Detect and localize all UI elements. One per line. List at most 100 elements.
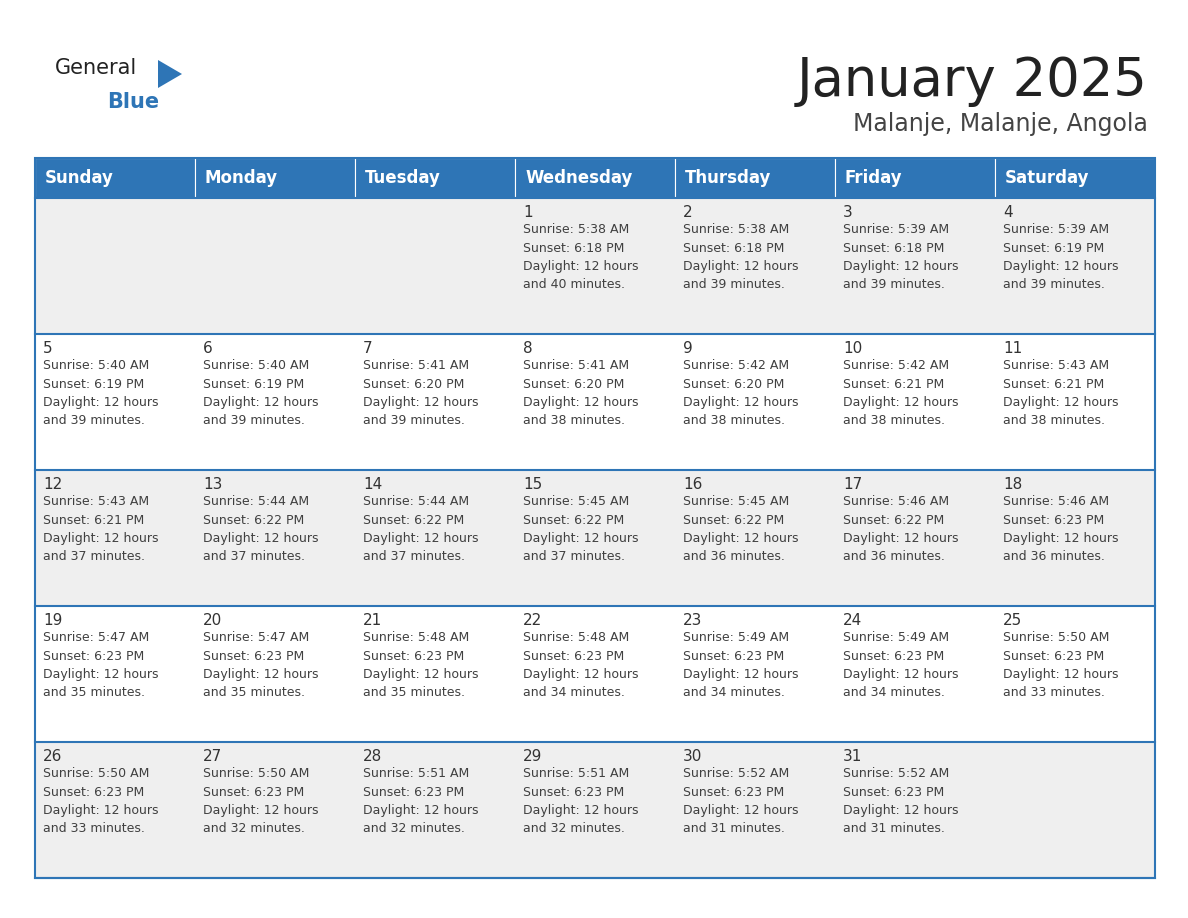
Text: Sunset: 6:22 PM: Sunset: 6:22 PM <box>364 513 465 527</box>
Text: and 38 minutes.: and 38 minutes. <box>843 415 944 428</box>
Text: Sunrise: 5:41 AM: Sunrise: 5:41 AM <box>523 359 630 372</box>
Text: Sunrise: 5:48 AM: Sunrise: 5:48 AM <box>523 631 630 644</box>
Text: Sunset: 6:23 PM: Sunset: 6:23 PM <box>203 786 304 799</box>
Text: Sunrise: 5:38 AM: Sunrise: 5:38 AM <box>523 223 630 236</box>
Text: Sunrise: 5:47 AM: Sunrise: 5:47 AM <box>43 631 150 644</box>
Text: Daylight: 12 hours: Daylight: 12 hours <box>843 532 959 545</box>
Text: Daylight: 12 hours: Daylight: 12 hours <box>523 668 638 681</box>
Text: 6: 6 <box>203 341 213 356</box>
Bar <box>835 158 996 198</box>
Bar <box>355 606 516 742</box>
Text: Daylight: 12 hours: Daylight: 12 hours <box>43 804 158 817</box>
Bar <box>516 742 675 878</box>
Bar <box>34 198 195 334</box>
Text: 5: 5 <box>43 341 52 356</box>
Text: Daylight: 12 hours: Daylight: 12 hours <box>683 396 798 409</box>
Text: and 33 minutes.: and 33 minutes. <box>1003 687 1105 700</box>
Text: 19: 19 <box>43 613 63 628</box>
Text: Sunrise: 5:51 AM: Sunrise: 5:51 AM <box>523 767 630 780</box>
Bar <box>675 742 835 878</box>
Bar <box>516 198 675 334</box>
Text: Sunrise: 5:43 AM: Sunrise: 5:43 AM <box>43 495 150 508</box>
Text: Sunrise: 5:45 AM: Sunrise: 5:45 AM <box>523 495 630 508</box>
Bar <box>675 158 835 198</box>
Text: Sunrise: 5:50 AM: Sunrise: 5:50 AM <box>203 767 309 780</box>
Text: Sunset: 6:23 PM: Sunset: 6:23 PM <box>203 650 304 663</box>
Text: and 39 minutes.: and 39 minutes. <box>683 278 785 292</box>
Text: and 38 minutes.: and 38 minutes. <box>1003 415 1105 428</box>
Bar <box>675 606 835 742</box>
Text: Sunset: 6:19 PM: Sunset: 6:19 PM <box>203 377 304 390</box>
Text: Daylight: 12 hours: Daylight: 12 hours <box>1003 668 1118 681</box>
Text: Daylight: 12 hours: Daylight: 12 hours <box>683 260 798 273</box>
Text: Sunset: 6:18 PM: Sunset: 6:18 PM <box>523 241 625 254</box>
Text: and 31 minutes.: and 31 minutes. <box>843 823 944 835</box>
Bar <box>34 158 195 198</box>
Text: Sunset: 6:21 PM: Sunset: 6:21 PM <box>843 377 944 390</box>
Text: Daylight: 12 hours: Daylight: 12 hours <box>683 532 798 545</box>
Text: and 34 minutes.: and 34 minutes. <box>843 687 944 700</box>
Text: 28: 28 <box>364 749 383 764</box>
Text: Daylight: 12 hours: Daylight: 12 hours <box>364 532 479 545</box>
Bar <box>195 334 355 470</box>
Text: Daylight: 12 hours: Daylight: 12 hours <box>843 668 959 681</box>
Text: 10: 10 <box>843 341 862 356</box>
Bar <box>675 470 835 606</box>
Text: 26: 26 <box>43 749 63 764</box>
Text: Sunrise: 5:52 AM: Sunrise: 5:52 AM <box>843 767 949 780</box>
Text: Sunrise: 5:46 AM: Sunrise: 5:46 AM <box>843 495 949 508</box>
Text: Sunset: 6:23 PM: Sunset: 6:23 PM <box>843 650 944 663</box>
Bar <box>195 198 355 334</box>
Text: Sunset: 6:23 PM: Sunset: 6:23 PM <box>683 650 784 663</box>
Text: and 35 minutes.: and 35 minutes. <box>364 687 465 700</box>
Text: Sunset: 6:22 PM: Sunset: 6:22 PM <box>843 513 944 527</box>
Text: Sunrise: 5:40 AM: Sunrise: 5:40 AM <box>203 359 309 372</box>
Bar <box>835 334 996 470</box>
Text: Daylight: 12 hours: Daylight: 12 hours <box>43 532 158 545</box>
Bar <box>34 470 195 606</box>
Text: Daylight: 12 hours: Daylight: 12 hours <box>1003 260 1118 273</box>
Text: Sunset: 6:23 PM: Sunset: 6:23 PM <box>43 650 144 663</box>
Text: Friday: Friday <box>845 169 903 187</box>
Bar <box>835 470 996 606</box>
Text: Sunset: 6:23 PM: Sunset: 6:23 PM <box>523 650 624 663</box>
Text: 24: 24 <box>843 613 862 628</box>
Text: Sunset: 6:20 PM: Sunset: 6:20 PM <box>523 377 625 390</box>
Text: Sunset: 6:19 PM: Sunset: 6:19 PM <box>1003 241 1105 254</box>
Text: and 39 minutes.: and 39 minutes. <box>43 415 145 428</box>
Text: and 39 minutes.: and 39 minutes. <box>203 415 305 428</box>
Text: Sunrise: 5:49 AM: Sunrise: 5:49 AM <box>843 631 949 644</box>
Text: 12: 12 <box>43 477 62 492</box>
Text: Sunrise: 5:38 AM: Sunrise: 5:38 AM <box>683 223 789 236</box>
Bar <box>34 606 195 742</box>
Bar <box>996 606 1155 742</box>
Text: Sunrise: 5:43 AM: Sunrise: 5:43 AM <box>1003 359 1110 372</box>
Text: Blue: Blue <box>107 92 159 112</box>
Text: Daylight: 12 hours: Daylight: 12 hours <box>43 668 158 681</box>
Bar <box>195 158 355 198</box>
Text: Sunrise: 5:45 AM: Sunrise: 5:45 AM <box>683 495 789 508</box>
Text: and 35 minutes.: and 35 minutes. <box>203 687 305 700</box>
Text: 21: 21 <box>364 613 383 628</box>
Text: 20: 20 <box>203 613 222 628</box>
Text: Sunrise: 5:50 AM: Sunrise: 5:50 AM <box>43 767 150 780</box>
Text: Daylight: 12 hours: Daylight: 12 hours <box>43 396 158 409</box>
Bar <box>996 742 1155 878</box>
Bar <box>996 334 1155 470</box>
Text: and 34 minutes.: and 34 minutes. <box>683 687 785 700</box>
Text: Sunset: 6:23 PM: Sunset: 6:23 PM <box>1003 650 1105 663</box>
Bar <box>195 742 355 878</box>
Text: Sunrise: 5:42 AM: Sunrise: 5:42 AM <box>683 359 789 372</box>
Text: Daylight: 12 hours: Daylight: 12 hours <box>843 260 959 273</box>
Text: and 37 minutes.: and 37 minutes. <box>523 551 625 564</box>
Bar <box>835 606 996 742</box>
Text: Sunset: 6:23 PM: Sunset: 6:23 PM <box>364 650 465 663</box>
Text: Sunrise: 5:39 AM: Sunrise: 5:39 AM <box>1003 223 1110 236</box>
Text: Tuesday: Tuesday <box>365 169 441 187</box>
Text: and 39 minutes.: and 39 minutes. <box>843 278 944 292</box>
Bar <box>516 470 675 606</box>
Text: 22: 22 <box>523 613 542 628</box>
Text: Daylight: 12 hours: Daylight: 12 hours <box>523 396 638 409</box>
Bar <box>675 334 835 470</box>
Text: General: General <box>55 58 138 78</box>
